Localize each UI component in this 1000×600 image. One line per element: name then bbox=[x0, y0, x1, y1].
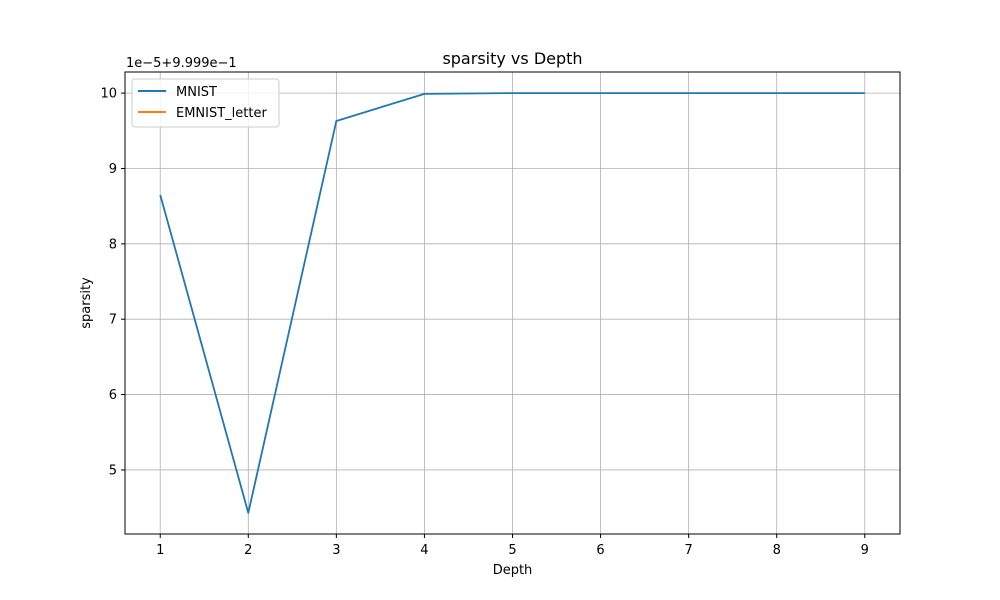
legend: MNIST EMNIST_letter bbox=[131, 78, 280, 128]
x-tick-label: 1 bbox=[156, 543, 164, 558]
y-axis-label: sparsity bbox=[79, 277, 94, 329]
y-axis: 5 6 7 8 9 10 bbox=[100, 87, 125, 478]
x-tick-label: 6 bbox=[596, 543, 604, 558]
x-tick-label: 8 bbox=[773, 543, 781, 558]
legend-box bbox=[131, 78, 280, 128]
x-tick-label: 7 bbox=[684, 543, 692, 558]
x-axis-label: Depth bbox=[493, 563, 533, 578]
legend-label-mnist: MNIST bbox=[176, 85, 217, 100]
series-layer bbox=[159, 92, 865, 514]
y-tick-label: 6 bbox=[109, 388, 117, 403]
x-tick-label: 2 bbox=[244, 543, 252, 558]
x-tick-label: 9 bbox=[861, 543, 869, 558]
chart-title: sparsity vs Depth bbox=[442, 49, 582, 68]
x-tick-label: 3 bbox=[332, 543, 340, 558]
y-tick-label: 7 bbox=[109, 313, 117, 328]
y-tick-label: 10 bbox=[100, 87, 117, 102]
y-tick-label: 9 bbox=[109, 162, 117, 177]
x-axis: 1 2 3 4 5 6 7 8 9 bbox=[156, 534, 869, 558]
legend-label-emnist-letter: EMNIST_letter bbox=[176, 106, 267, 121]
y-offset-label: 1e−5+9.999e−1 bbox=[126, 56, 237, 71]
y-tick-label: 5 bbox=[109, 463, 117, 478]
x-tick-label: 5 bbox=[508, 543, 516, 558]
x-tick-label: 4 bbox=[420, 543, 428, 558]
y-tick-label: 8 bbox=[109, 237, 117, 252]
